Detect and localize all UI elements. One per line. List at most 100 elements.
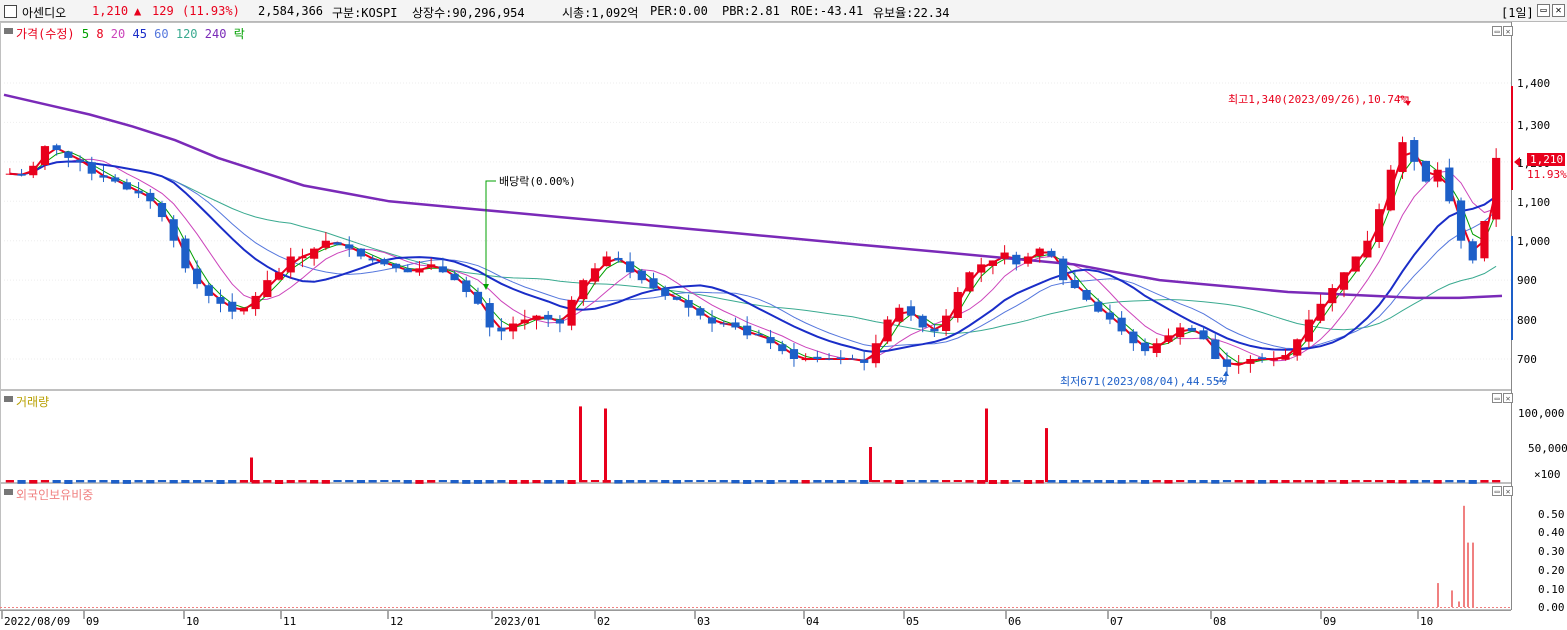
candle-body xyxy=(661,288,670,296)
volume-bar xyxy=(157,480,167,483)
candle-body xyxy=(157,203,167,218)
volume-bar xyxy=(1386,480,1395,483)
foreign-holding-pane[interactable] xyxy=(0,483,1512,610)
foreign-holding-bar xyxy=(1437,583,1439,607)
volume-bar xyxy=(1152,480,1161,483)
candle-body xyxy=(942,315,951,331)
volume-bar xyxy=(1000,480,1009,484)
volume-bar xyxy=(380,480,389,483)
volume-bar xyxy=(450,480,459,484)
candle-body xyxy=(1234,362,1243,365)
pane-close-button[interactable]: ✕ xyxy=(1503,26,1513,36)
pane-menu-icon[interactable] xyxy=(4,28,13,34)
stock-chart[interactable]: 1,400 1,300 1,200 1,100 1,000 900 800 70… xyxy=(0,22,1567,630)
candle-body xyxy=(906,306,916,316)
current-price: 1,210 xyxy=(92,4,129,18)
candle-body xyxy=(1140,342,1150,352)
period-selector[interactable]: [1일] xyxy=(1501,6,1534,20)
volume-bar xyxy=(122,480,131,484)
candle-body xyxy=(883,319,892,342)
candle-body xyxy=(1468,241,1477,261)
volume-bar xyxy=(1246,480,1255,484)
candle-body xyxy=(356,248,366,257)
pane-menu-icon[interactable] xyxy=(4,489,13,495)
x-tick-label: 10 xyxy=(1420,615,1433,628)
volume-bar xyxy=(1316,480,1325,484)
legend-item: 락 xyxy=(233,27,245,41)
volume-bar xyxy=(1047,480,1056,483)
foreign-holding-bar xyxy=(1467,542,1469,607)
candle-body xyxy=(684,300,693,308)
candle-body xyxy=(1082,290,1091,300)
candle-body xyxy=(146,192,155,202)
candle-body xyxy=(1328,288,1337,304)
candle-body xyxy=(181,238,190,269)
restore-button[interactable]: ▭ xyxy=(1537,4,1550,17)
volume-title: 거래량 xyxy=(16,395,50,409)
volume-bar xyxy=(40,480,50,483)
volume-bar xyxy=(427,480,436,483)
foreign-holding-title: 외국인보유비중 xyxy=(16,488,94,502)
candle-body xyxy=(836,357,845,359)
candle-body xyxy=(1012,254,1021,265)
candle-body xyxy=(1105,312,1115,320)
candle-body xyxy=(579,280,588,300)
candle-body xyxy=(216,297,225,304)
volume-peak-bar xyxy=(250,457,253,482)
pane-close-button[interactable]: ✕ xyxy=(1503,486,1513,496)
volume-bar xyxy=(707,480,717,483)
volume-bar xyxy=(497,480,506,483)
volume-bar xyxy=(181,480,190,483)
candle-body xyxy=(871,343,880,364)
y-tick-foreign: 0.30 xyxy=(1538,545,1565,558)
candle-body xyxy=(1316,303,1325,321)
volume-bar xyxy=(204,480,213,483)
volume-peak-bar xyxy=(869,447,872,482)
volume-bar xyxy=(520,480,529,484)
x-tick-label: 2023/01 xyxy=(494,615,540,628)
volume-bar xyxy=(614,480,623,484)
volume-pane[interactable] xyxy=(0,390,1512,483)
volume-bar xyxy=(368,480,377,483)
x-tick-label: 11 xyxy=(283,615,296,628)
legend-item: 5 xyxy=(81,27,90,41)
volume-bar xyxy=(1176,480,1185,483)
candle-body xyxy=(52,145,61,151)
candle-body xyxy=(485,303,494,328)
legend-item: 45 xyxy=(132,27,147,41)
pane-minimize-button[interactable]: ▭ xyxy=(1492,26,1502,36)
candle-body xyxy=(1421,160,1431,182)
close-button[interactable]: ✕ xyxy=(1552,4,1565,17)
candle-body xyxy=(801,359,810,361)
volume-bar xyxy=(438,480,447,483)
volume-bar xyxy=(1117,480,1126,484)
pane-minimize-button[interactable]: ▭ xyxy=(1492,393,1502,403)
ma60-line xyxy=(9,160,1497,350)
volume-bar xyxy=(544,480,553,484)
foreign-holding-bar xyxy=(1451,590,1453,607)
candle-body xyxy=(274,272,284,280)
volume-bar xyxy=(649,480,658,483)
volume-bar xyxy=(1398,480,1407,484)
volume-bar xyxy=(1328,480,1337,483)
candle-body xyxy=(590,268,600,282)
candle-body xyxy=(29,165,38,176)
volume-bar xyxy=(87,480,96,483)
change-up-icon: ▲ xyxy=(134,4,142,18)
dividend-annotation: 배당락(0.00%) xyxy=(499,175,576,188)
volume-bar xyxy=(1480,480,1489,483)
candle-body xyxy=(977,264,986,273)
pane-minimize-button[interactable]: ▭ xyxy=(1492,486,1502,496)
volume-bar xyxy=(1035,480,1044,484)
candle-body xyxy=(1199,330,1208,340)
price-pane[interactable] xyxy=(0,22,1512,390)
y-tick-volume: ×100 xyxy=(1534,468,1561,481)
select-checkbox[interactable] xyxy=(4,5,17,18)
volume-bar xyxy=(403,480,412,484)
volume-bar xyxy=(672,480,682,484)
candle-body xyxy=(1187,327,1196,332)
candle-body xyxy=(520,319,529,324)
pane-menu-icon[interactable] xyxy=(4,396,13,402)
pane-close-button[interactable]: ✕ xyxy=(1503,393,1513,403)
candle-body xyxy=(263,280,272,298)
